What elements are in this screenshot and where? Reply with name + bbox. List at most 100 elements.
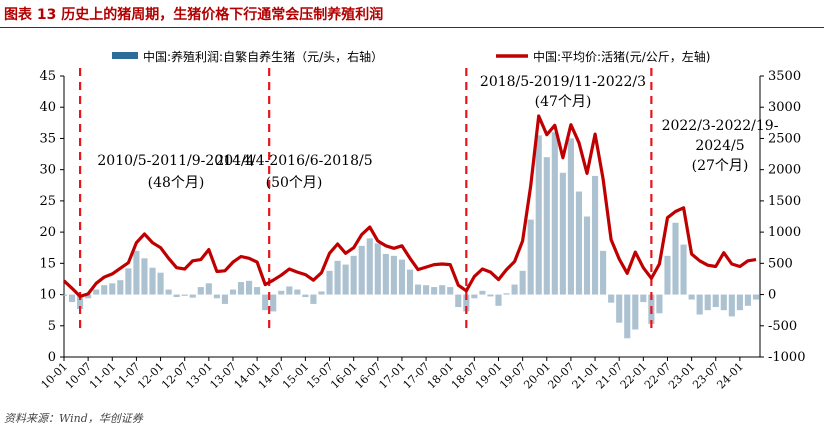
profit-bar — [221, 294, 228, 304]
cycle-annotation: 2014/4-2016/6-2018/5 — [215, 153, 372, 169]
profit-bar — [326, 270, 333, 295]
profit-bar — [471, 294, 478, 299]
profit-bar — [439, 285, 446, 295]
cycle-annotation: (47个月) — [535, 94, 592, 110]
profit-bar — [519, 270, 526, 295]
x-tick-label: 21-01 — [570, 360, 602, 392]
x-tick-label: 19-07 — [497, 360, 529, 392]
profit-bar — [358, 245, 365, 295]
profit-bar — [181, 294, 188, 296]
x-tick-label: 11-01 — [87, 360, 119, 392]
x-tick-label: 12-01 — [135, 360, 167, 392]
profit-bar — [704, 294, 711, 311]
right-tick-label: 3000 — [768, 100, 801, 115]
profit-bar — [254, 287, 261, 295]
profit-bar — [109, 283, 116, 295]
profit-bar — [85, 294, 92, 299]
profit-bar — [125, 268, 132, 295]
right-tick-label: -500 — [768, 319, 797, 334]
left-tick-label: 0 — [48, 350, 56, 365]
right-tick-label: 2000 — [768, 163, 801, 178]
profit-bar — [664, 255, 671, 295]
x-tick-label: 21-07 — [594, 360, 626, 392]
x-tick-label: 16-01 — [328, 360, 360, 392]
x-tick-label: 12-07 — [159, 360, 191, 392]
profit-bar — [640, 294, 647, 303]
profit-bar — [616, 294, 623, 323]
profit-bar — [559, 172, 566, 295]
profit-bar — [406, 269, 414, 295]
chart: 0 5 10 15 20 25 30 35 40 45 -1000 -500 0 500 1000 1500 2… — [39, 49, 806, 392]
profit-bar — [543, 157, 550, 295]
profit-bar — [696, 294, 703, 315]
profit-bar — [141, 258, 148, 295]
right-tick-label: 0 — [768, 288, 776, 303]
profit-bar — [270, 294, 277, 312]
profit-bar — [246, 280, 253, 295]
x-tick-label: 13-01 — [183, 360, 215, 392]
profit-bar — [382, 253, 389, 295]
profit-bar — [575, 191, 583, 295]
x-tick-label: 16-07 — [352, 360, 384, 392]
profit-bar — [600, 250, 607, 295]
profit-bar — [133, 250, 140, 295]
right-tick-label: 500 — [768, 256, 793, 271]
hog-price-line — [62, 114, 757, 298]
profit-bar — [752, 294, 760, 300]
profit-bar — [736, 294, 743, 311]
profit-bar — [672, 222, 679, 295]
profit-bar — [744, 294, 751, 306]
profit-bar — [149, 267, 156, 295]
profit-bar — [189, 294, 196, 298]
left-tick-label: 30 — [39, 163, 56, 178]
profit-bar — [503, 293, 510, 295]
profit-bar — [390, 255, 397, 295]
cycle-annotation: 2024/5 — [695, 138, 744, 154]
x-tick-label: 15-07 — [304, 360, 336, 392]
x-tick-label: 23-07 — [690, 360, 722, 392]
profit-bar — [205, 283, 212, 295]
profit-bar — [688, 294, 695, 300]
profit-bar — [101, 285, 108, 295]
legend-line-label: 中国:平均价:活猪(元/公斤，左轴) — [533, 49, 711, 64]
cycle-annotation: (48个月) — [148, 175, 205, 191]
profit-bar — [334, 260, 341, 295]
x-tick-label: 14-07 — [256, 360, 288, 392]
profit-bar — [366, 238, 373, 295]
profit-bar — [237, 282, 245, 295]
profit-bar — [197, 287, 204, 295]
profit-bar — [213, 294, 220, 299]
title-rule — [0, 27, 824, 28]
figure-title: 图表 13 历史上的猪周期，生猪价格下行通常会压制养殖利润 — [4, 7, 384, 23]
left-tick-label: 20 — [39, 225, 56, 240]
profit-bar — [423, 285, 430, 295]
x-tick-label: 20-07 — [545, 360, 577, 392]
profit-bar — [720, 294, 727, 311]
profit-bar — [728, 294, 735, 317]
left-tick-label: 35 — [39, 131, 56, 146]
profit-bar — [535, 135, 542, 295]
cycle-annotation: 2010/5-2011/9-2014/4 — [97, 153, 254, 169]
profit-bar — [479, 290, 486, 295]
profit-bar — [414, 284, 422, 295]
right-tick-label: 1500 — [768, 194, 801, 209]
profit-bar — [583, 216, 591, 295]
profit-bar — [318, 291, 325, 295]
right-tick-label: 3500 — [768, 69, 801, 84]
profit-bar — [173, 294, 180, 298]
profit-bar — [487, 294, 494, 297]
profit-bar — [447, 287, 454, 295]
profit-bar — [374, 243, 381, 295]
x-tick-label: 19-01 — [473, 360, 505, 392]
left-tick-label: 5 — [48, 319, 56, 334]
x-tick-label: 22-07 — [642, 360, 674, 392]
profit-bar — [608, 294, 615, 303]
profit-bar — [455, 294, 462, 308]
profit-bar — [624, 294, 631, 339]
x-tick-label: 22-01 — [618, 360, 650, 392]
profit-bar — [262, 294, 269, 311]
profit-bar — [294, 289, 301, 295]
left-tick-label: 15 — [39, 256, 56, 271]
cycle-annotation: 2022/3-2022/19- — [662, 118, 779, 134]
profit-bar — [342, 264, 349, 295]
